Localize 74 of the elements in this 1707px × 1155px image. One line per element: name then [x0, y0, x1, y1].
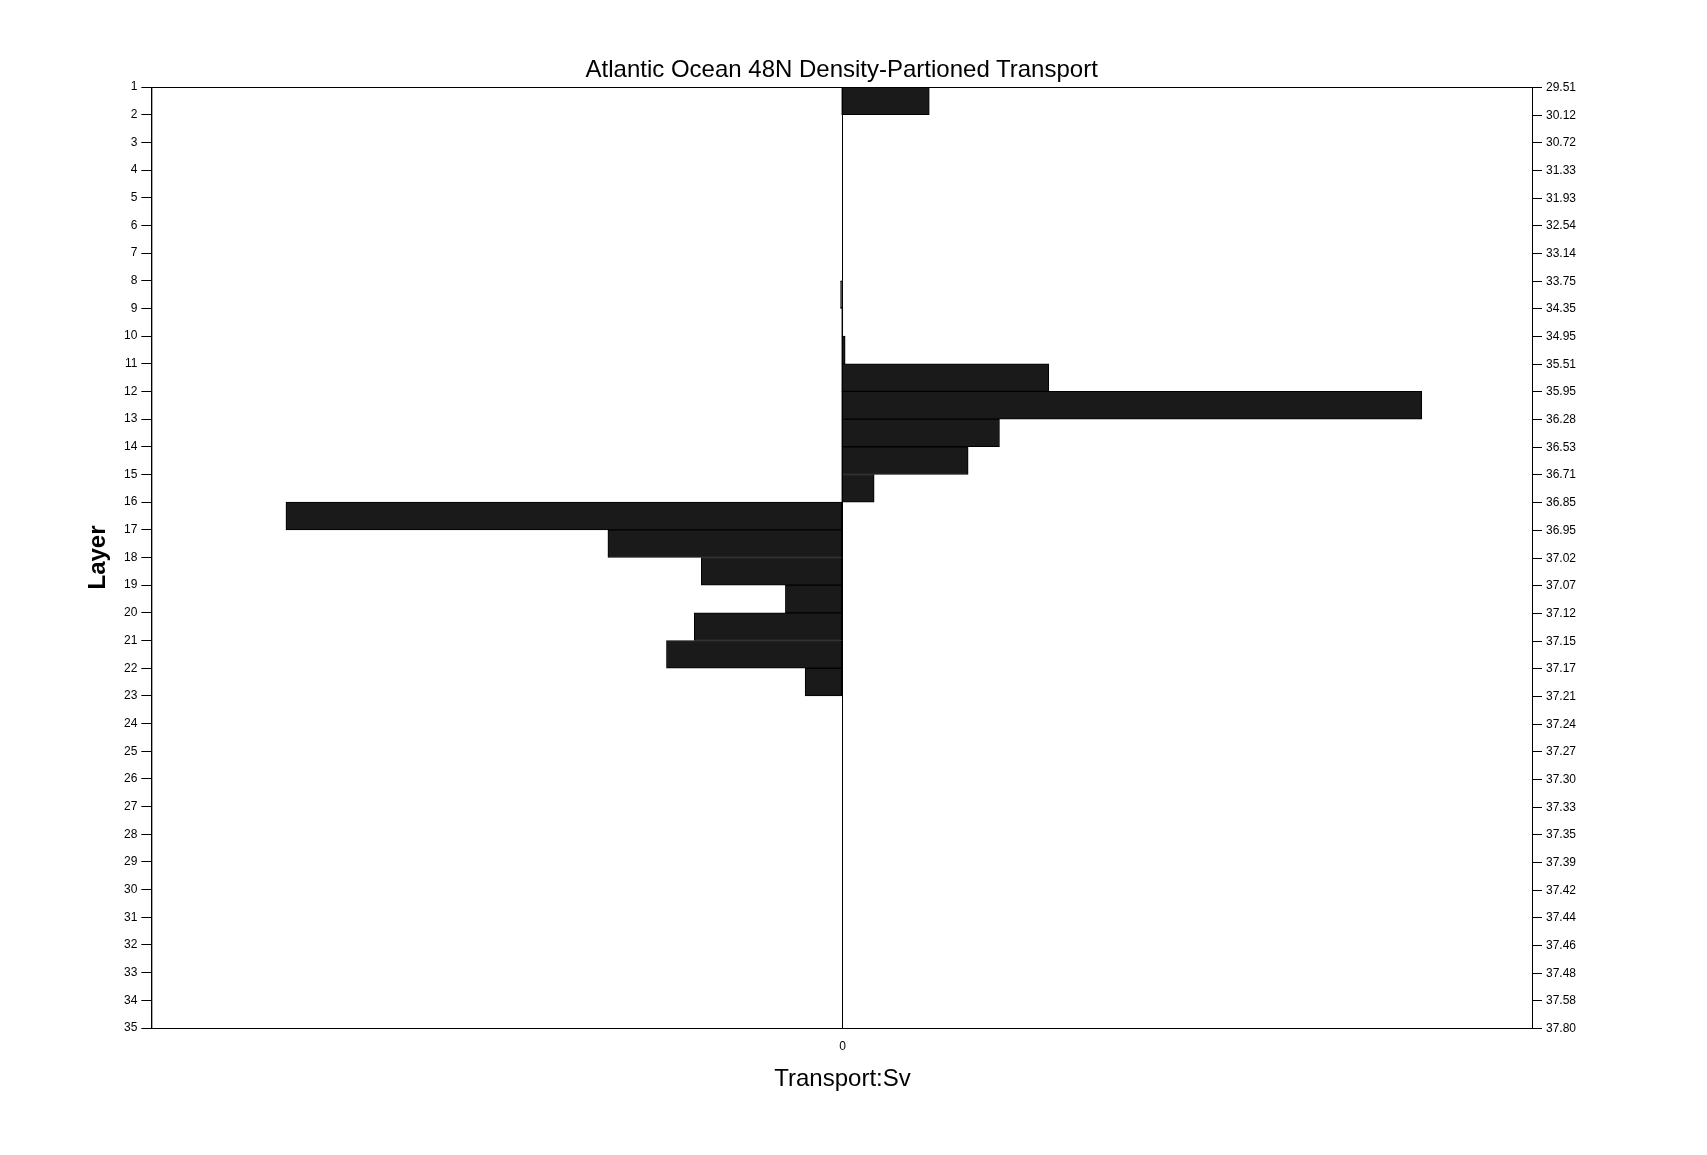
text: 35.51 — [1546, 356, 1577, 371]
y-axis-title: Layer — [83, 525, 111, 590]
text: 31.93 — [1546, 190, 1577, 205]
text: 30.12 — [1546, 107, 1577, 122]
y-tick-label: 15 — [123, 466, 138, 481]
y-tick-label: 23 — [123, 688, 138, 703]
text: 37.27 — [1546, 743, 1577, 758]
y-tick-label: 33 — [123, 964, 138, 979]
y-tick-label: 8 — [130, 273, 138, 288]
text: 36.95 — [1546, 522, 1577, 537]
text: 37.02 — [1546, 550, 1577, 565]
text: 37.58 — [1546, 992, 1577, 1007]
text: 29.51 — [1546, 79, 1577, 94]
y-tick-label: 12 — [123, 383, 138, 398]
y-tick-label: 4 — [130, 162, 138, 177]
text: 36.28 — [1546, 411, 1577, 426]
y-tick-label: 35 — [123, 1020, 138, 1035]
y-tick-label: 14 — [123, 439, 138, 454]
y-tick-label: 17 — [123, 522, 138, 537]
y-tick-label: 24 — [123, 715, 138, 730]
y-tick-label: 9 — [130, 300, 138, 315]
y-tick-label: 31 — [123, 909, 138, 924]
y-tick-label: 16 — [123, 494, 138, 509]
text: 37.42 — [1546, 882, 1577, 897]
text: 37.80 — [1546, 1020, 1577, 1035]
text: 30.72 — [1546, 134, 1577, 149]
y-tick-label: 22 — [123, 660, 138, 675]
text: 37.24 — [1546, 716, 1577, 731]
text: 37.30 — [1546, 771, 1577, 786]
y-tick-label: 26 — [123, 771, 138, 786]
text: 33.14 — [1546, 245, 1577, 260]
y-tick-label: 10 — [123, 328, 138, 343]
y-tick-label: 21 — [123, 632, 138, 647]
y-tick-label: 1 — [130, 79, 138, 94]
y-tick-label: 34 — [123, 992, 138, 1007]
text: 37.46 — [1546, 937, 1577, 952]
y-tick-label: 25 — [123, 743, 138, 758]
y-tick-label: 32 — [123, 937, 138, 952]
text: 31.33 — [1546, 162, 1577, 177]
text: 37.07 — [1546, 577, 1577, 592]
text: 32.54 — [1546, 217, 1577, 232]
text: 37.39 — [1546, 854, 1577, 869]
y-tick-label: 28 — [123, 826, 138, 841]
text: 34.95 — [1546, 328, 1577, 343]
y-tick-label: 5 — [130, 190, 138, 205]
y-tick-label: 2 — [130, 106, 138, 121]
text: 37.35 — [1546, 826, 1577, 841]
y-tick-label: 6 — [130, 217, 138, 232]
chart-title: Atlantic Ocean 48N Density-Partioned Transport — [585, 55, 1099, 82]
y-tick-label: 30 — [123, 881, 138, 896]
y-tick-label: 11 — [124, 356, 138, 371]
y-tick-label: 20 — [123, 605, 138, 620]
text: 35.95 — [1546, 383, 1577, 398]
text: 33.75 — [1546, 273, 1577, 288]
text: 37.48 — [1546, 965, 1577, 980]
y-tick-label: 18 — [123, 549, 138, 564]
y-tick-label: 29 — [123, 854, 138, 869]
text: 34.35 — [1546, 300, 1577, 315]
text: 0 — [839, 1039, 847, 1053]
y-tick-label: 27 — [123, 798, 138, 813]
text: 37.17 — [1546, 660, 1577, 675]
y-tick-label: 13 — [123, 411, 138, 426]
text: 37.15 — [1546, 633, 1577, 648]
y-tick-label: 7 — [130, 245, 138, 260]
text: 37.21 — [1546, 688, 1577, 703]
text: 36.53 — [1546, 439, 1577, 454]
x-axis-title: Transport:Sv — [774, 1064, 911, 1091]
text: 37.12 — [1546, 605, 1577, 620]
y-tick-label: 19 — [123, 577, 138, 592]
text: 37.44 — [1546, 909, 1577, 924]
text: 37.33 — [1546, 799, 1577, 814]
text: 36.85 — [1546, 494, 1577, 509]
text: 36.71 — [1546, 466, 1577, 481]
y-tick-label: 3 — [130, 134, 138, 149]
